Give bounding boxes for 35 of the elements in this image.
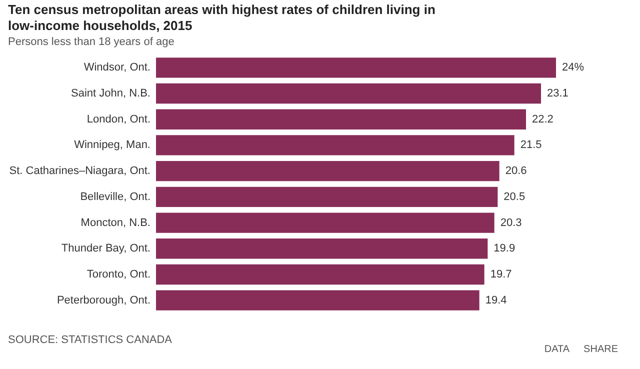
data-label: 24% [562, 62, 584, 74]
data-label: 21.5 [520, 139, 542, 152]
text: SHARE [584, 344, 618, 355]
y-tick-label: Winnipeg, Man. [74, 139, 150, 152]
data-label: 23.1 [547, 88, 568, 100]
bar [156, 186, 498, 208]
bar [156, 238, 488, 259]
bar [156, 212, 494, 233]
bar [156, 135, 514, 156]
y-tick-label: Moncton, N.B. [80, 216, 150, 229]
text: DATA [544, 344, 570, 355]
chart-subtitle: Persons less than 18 years of age [8, 36, 174, 48]
y-tick-label: Belleville, Ont. [80, 190, 150, 203]
y-tick-label: Saint John, N.B. [71, 88, 150, 100]
bar [156, 160, 500, 182]
data-label: 22.2 [532, 113, 554, 126]
y-tick-label: Toronto, Ont. [86, 268, 150, 280]
bar [156, 290, 480, 310]
data-label: 19.7 [490, 268, 512, 280]
bar [156, 109, 526, 130]
bar [156, 58, 556, 78]
chart-title: Ten census metropolitan areas with highest rates of children living in low-income households, 2015 [8, 2, 436, 33]
source-note: SOURCE: STATISTICS CANADA [8, 334, 172, 346]
data-label: 20.5 [504, 190, 526, 203]
data-label: 19.4 [485, 294, 507, 306]
data-label: 19.9 [494, 242, 516, 255]
y-tick-label: London, Ont. [86, 113, 150, 126]
y-tick-label: Peterborough, Ont. [56, 294, 150, 306]
data-label: 20.6 [505, 165, 527, 178]
bar [156, 83, 541, 104]
bar [156, 264, 484, 285]
y-tick-label: St. Catharines–Niagara, Ont. [9, 165, 150, 178]
data-label: 20.3 [500, 216, 522, 229]
y-tick-label: Thunder Bay, Ont. [61, 242, 150, 255]
y-tick-label: Windsor, Ont. [84, 62, 150, 74]
